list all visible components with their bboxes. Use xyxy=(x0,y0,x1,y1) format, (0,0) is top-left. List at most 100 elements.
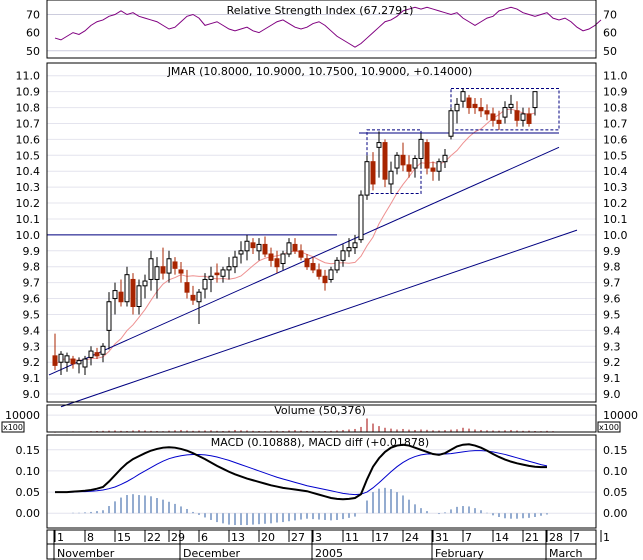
price-candle xyxy=(94,347,100,360)
candle-body xyxy=(298,250,304,258)
candle-body xyxy=(130,278,136,308)
volume-bar xyxy=(528,430,530,432)
macd-tick-label: 0.00 xyxy=(603,507,628,520)
price-candle xyxy=(82,355,88,375)
candle-body xyxy=(172,261,178,269)
candle-body xyxy=(328,269,334,280)
x-axis: 1 8 15 22 29 6 13 20 27 3 11 17 24 31 7 14 21 28 7 1Novembe… xyxy=(46,529,610,560)
candle-body xyxy=(472,103,478,109)
volume-bar xyxy=(510,429,512,432)
candle-body xyxy=(520,113,526,121)
x-tick-label: 31 xyxy=(435,531,449,544)
volume-bar xyxy=(516,430,518,432)
volume-bar xyxy=(108,430,110,432)
candle-body xyxy=(280,253,286,265)
candle-body xyxy=(82,358,88,368)
price-tick-label: 9.0 xyxy=(23,388,41,401)
x-tick-label: 6 xyxy=(201,531,208,544)
period-label: March xyxy=(549,547,583,560)
macd-tick-label: 0.15 xyxy=(16,444,41,457)
volume-bar xyxy=(204,430,206,432)
x-tick-label: 8 xyxy=(87,531,94,544)
candle-body xyxy=(148,258,154,280)
candle-body xyxy=(106,301,112,331)
macd-panel: 0.00 0.00 0.05 0.05 0.10 0.10 0.15 0.15 xyxy=(16,434,628,529)
candle-body xyxy=(202,278,208,290)
macd-panel-frame xyxy=(46,434,597,529)
candle-body xyxy=(118,291,124,303)
price-candle xyxy=(280,250,286,270)
volume-bar xyxy=(168,430,170,432)
price-candle xyxy=(502,101,508,124)
price-candle xyxy=(292,238,298,254)
price-candle xyxy=(514,101,520,127)
x-tick-label: 14 xyxy=(495,531,509,544)
candle-body xyxy=(160,266,166,274)
x-tick-label: 7 xyxy=(465,531,472,544)
candle-body xyxy=(262,243,268,255)
price-candle xyxy=(460,88,466,108)
volume-bar xyxy=(210,430,212,432)
volume-bar xyxy=(228,430,230,432)
price-candle xyxy=(382,139,388,188)
price-candle xyxy=(430,161,436,181)
x-tick-label: 28 xyxy=(549,531,563,544)
candle-body xyxy=(388,170,394,185)
candle-body xyxy=(448,110,454,137)
price-tick-label: 9.4 xyxy=(23,324,41,337)
volume-bar xyxy=(114,430,116,432)
volume-bar xyxy=(300,430,302,432)
price-tick-label: 10.7 xyxy=(16,117,41,130)
volume-bar xyxy=(474,429,476,432)
price-candle xyxy=(520,107,526,127)
price-tick-label: 10.6 xyxy=(16,133,41,146)
volume-title: Volume (50,376) xyxy=(274,404,365,417)
price-candle xyxy=(190,285,196,305)
price-tick-label: 10.1 xyxy=(603,213,628,226)
period-label: December xyxy=(183,547,241,560)
volume-bar xyxy=(294,430,296,432)
volume-tick-label: 10000 xyxy=(603,409,638,422)
candle-body xyxy=(424,142,430,169)
price-tick-label: 9.1 xyxy=(603,372,621,385)
price-tick-label: 10.1 xyxy=(16,213,41,226)
volume-bar xyxy=(336,430,338,432)
price-candle xyxy=(208,266,214,293)
price-tick-label: 10.2 xyxy=(603,197,628,210)
price-tick-label: 11.0 xyxy=(16,70,41,83)
trendline xyxy=(60,229,578,408)
macd-tick-label: 0.05 xyxy=(603,486,628,499)
volume-bar xyxy=(378,426,380,432)
price-candle xyxy=(136,279,142,315)
volume-bar xyxy=(306,430,308,432)
macd-tick-label: 0.05 xyxy=(16,486,41,499)
price-candle xyxy=(226,257,232,280)
volume-bar xyxy=(246,430,248,432)
rsi-tick-label: 70 xyxy=(603,9,617,22)
volume-bar xyxy=(414,429,416,432)
volume-bar xyxy=(180,429,182,432)
volume-bar xyxy=(330,430,332,432)
price-candle xyxy=(52,333,58,371)
price-candle xyxy=(64,352,70,372)
price-tick-label: 9.1 xyxy=(23,372,41,385)
price-candle xyxy=(508,94,514,114)
volume-bar xyxy=(120,430,122,432)
rsi-tick-label: 60 xyxy=(26,27,40,40)
price-candle xyxy=(340,244,346,267)
rsi-line xyxy=(54,6,602,48)
price-candle xyxy=(346,238,352,258)
candle-body xyxy=(226,266,232,271)
x-tick-label: 20 xyxy=(261,531,275,544)
candle-body xyxy=(64,355,70,363)
price-tick-label: 9.8 xyxy=(603,261,621,274)
volume-bar xyxy=(462,427,464,432)
candle-body xyxy=(466,97,472,109)
price-candle xyxy=(112,282,118,315)
price-tick-label: 9.9 xyxy=(23,245,41,258)
price-candle xyxy=(400,142,406,172)
price-tick-label: 9.2 xyxy=(603,356,621,369)
volume-bar xyxy=(444,430,446,432)
price-candle xyxy=(436,158,442,181)
